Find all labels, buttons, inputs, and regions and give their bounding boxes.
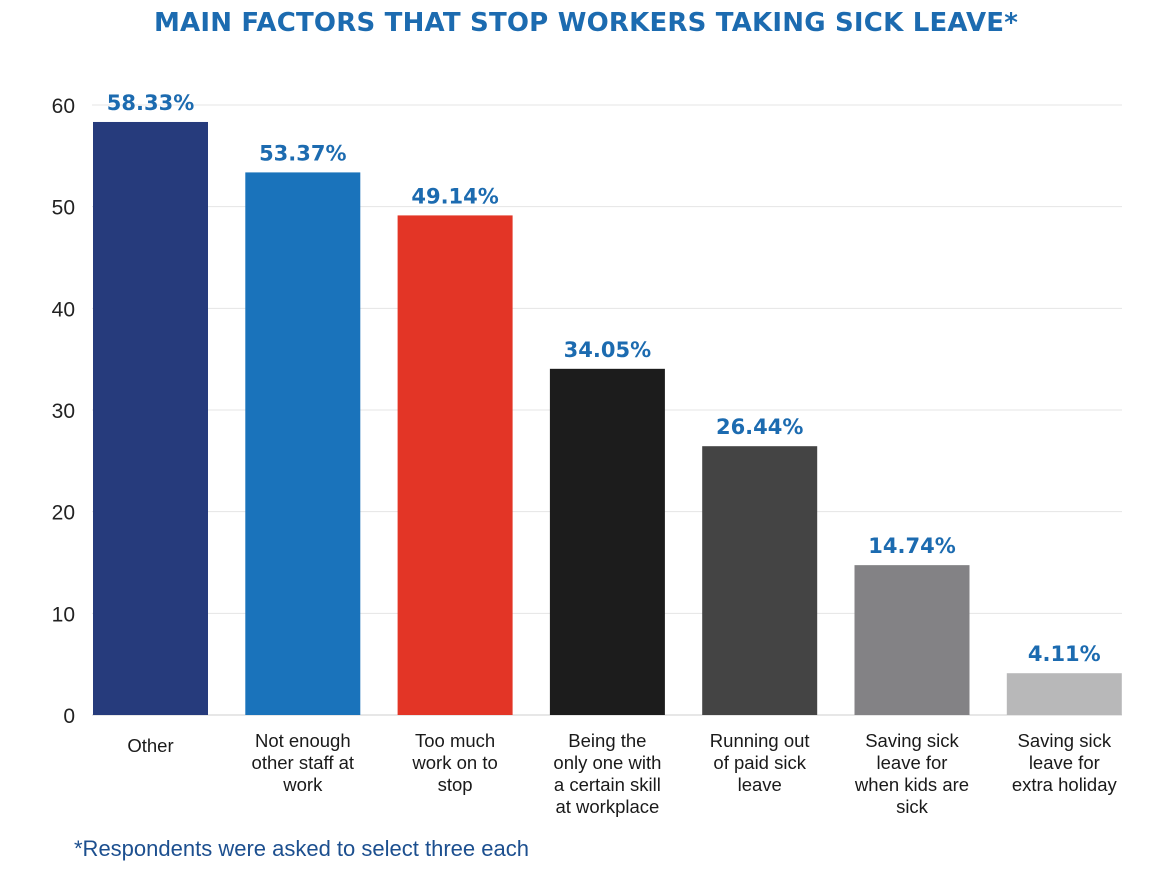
data-label: 53.37% [259, 141, 346, 165]
data-label: 58.33% [107, 91, 194, 115]
y-tick-label: 30 [52, 400, 75, 423]
bar [854, 565, 970, 715]
x-tick-label: Being the only one with a certain skill at … [553, 730, 661, 817]
bar [397, 215, 513, 715]
bar [1006, 673, 1122, 715]
data-label: 34.05% [564, 338, 651, 362]
x-tick-label: Saving sick leave for extra holiday [1012, 730, 1118, 795]
bar [93, 121, 208, 715]
x-tick-label: Other [127, 735, 173, 756]
bar [702, 446, 818, 715]
data-label: 4.11% [1028, 642, 1101, 666]
x-tick-label: Not enough other staff at work [252, 730, 355, 795]
y-tick-label: 10 [52, 603, 75, 626]
data-label: 26.44% [716, 415, 803, 439]
bar [549, 368, 665, 715]
data-label: 49.14% [411, 184, 498, 208]
footnote: *Respondents were asked to select three … [74, 836, 529, 861]
chart-title: MAIN FACTORS THAT STOP WORKERS TAKING SI… [153, 8, 1019, 38]
x-tick-label: Too much work on to stop [411, 730, 497, 795]
y-tick-label: 40 [52, 298, 75, 321]
y-tick-label: 0 [63, 705, 75, 728]
bar [245, 172, 361, 715]
x-tick-label: Saving sick leave for when kids are sick [854, 730, 969, 817]
y-tick-label: 20 [52, 502, 75, 525]
x-tick-label: Running out of paid sick leave [710, 730, 810, 795]
y-tick-label: 50 [52, 197, 75, 220]
y-tick-label: 60 [52, 95, 75, 118]
data-label: 14.74% [868, 534, 955, 558]
